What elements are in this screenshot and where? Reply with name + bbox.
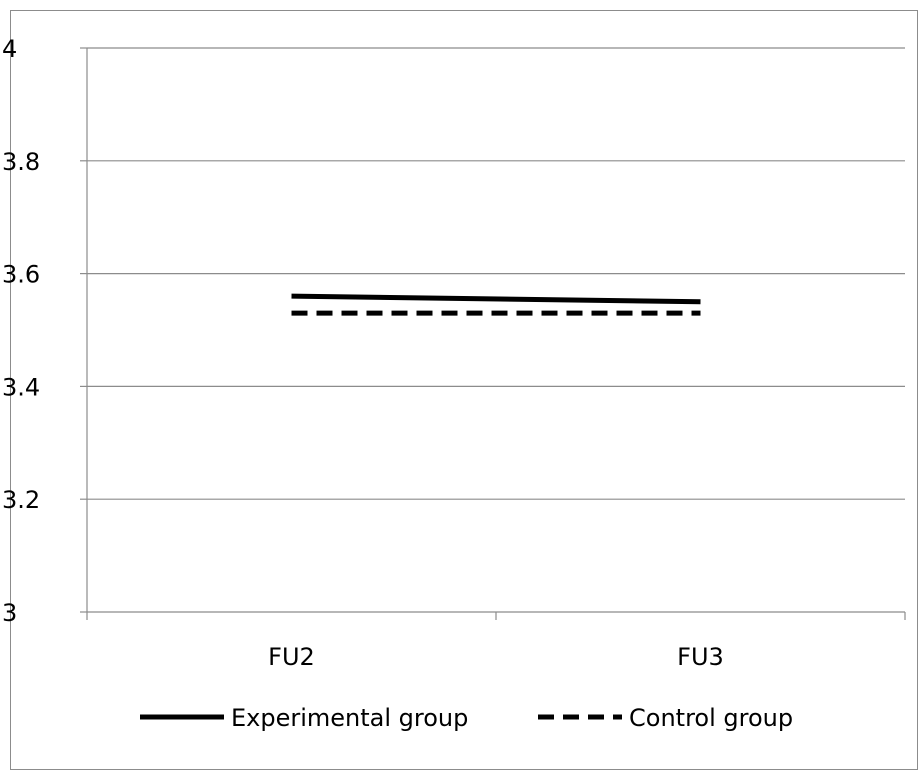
y-tick-label: 3.8 <box>2 148 40 176</box>
y-tick-label: 3.4 <box>2 373 40 401</box>
y-tick-labels: 3 3.2 3.4 3.6 3.8 4 <box>2 35 40 627</box>
y-tick-label: 3.6 <box>2 261 40 289</box>
axes <box>80 47 906 620</box>
gridlines <box>87 47 905 500</box>
legend-label: Experimental group <box>231 704 468 732</box>
y-tick-label: 4 <box>2 35 17 63</box>
series-lines <box>291 293 701 316</box>
x-tick-labels: FU2 FU3 <box>268 643 724 671</box>
legend-label: Control group <box>629 704 793 732</box>
chart-frame <box>10 10 918 770</box>
y-tick-label: 3 <box>2 599 17 627</box>
x-tick-label: FU3 <box>677 643 724 671</box>
x-tick-label: FU2 <box>268 643 315 671</box>
series-line-0 <box>291 293 701 305</box>
legend: Experimental group Control group <box>140 704 793 732</box>
y-tick-label: 3.2 <box>2 486 40 514</box>
